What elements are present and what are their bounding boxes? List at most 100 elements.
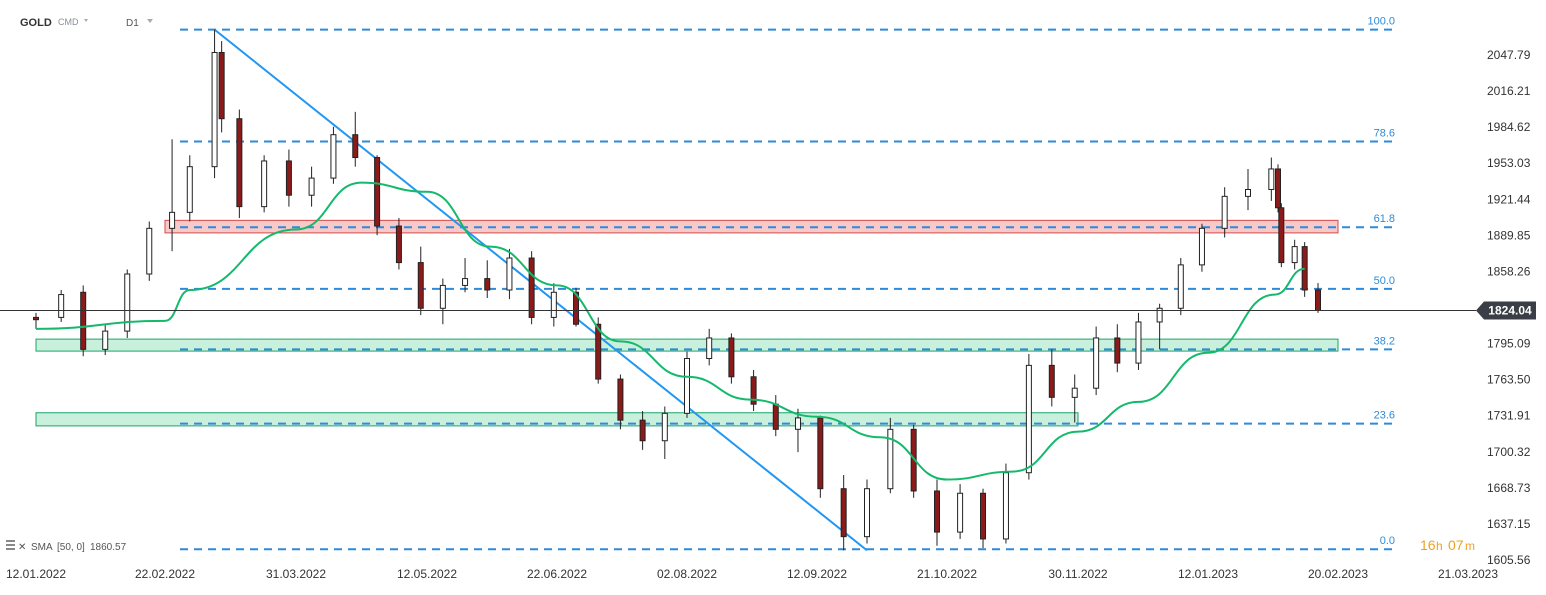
- candle[interactable]: [58, 289, 65, 322]
- candle-body: [308, 177, 315, 196]
- trendline-layer: [213, 28, 868, 552]
- candle[interactable]: [1093, 326, 1100, 396]
- candle[interactable]: [1071, 374, 1078, 423]
- candle-body: [395, 225, 402, 264]
- candle-body: [506, 257, 513, 291]
- candle-body: [1093, 337, 1100, 389]
- candle[interactable]: [33, 312, 39, 329]
- candle[interactable]: [1048, 349, 1055, 407]
- candle[interactable]: [80, 285, 87, 357]
- fib-level-label: 0.0: [1380, 535, 1395, 547]
- candle[interactable]: [887, 417, 894, 494]
- candle[interactable]: [186, 155, 193, 222]
- candle-body: [285, 160, 292, 196]
- candle[interactable]: [374, 155, 381, 236]
- candle[interactable]: [840, 474, 847, 551]
- y-tick-label: 1700.32: [1487, 445, 1531, 459]
- candle-body: [794, 417, 801, 430]
- candle[interactable]: [1278, 203, 1285, 268]
- candle-body: [374, 157, 381, 227]
- candle[interactable]: [661, 406, 668, 460]
- candle[interactable]: [308, 166, 315, 207]
- candle-body: [169, 211, 176, 229]
- indicator-legend: ✕ SMA [50, 0] 1860.57: [6, 540, 127, 553]
- candle[interactable]: [1156, 303, 1163, 350]
- timeframe-label[interactable]: D1: [126, 18, 139, 29]
- close-indicator-icon[interactable]: ✕: [18, 542, 26, 553]
- candle-body: [639, 419, 646, 442]
- candle-body: [750, 376, 757, 405]
- candle-body: [1071, 387, 1078, 398]
- candle[interactable]: [330, 126, 337, 184]
- candle-body: [124, 273, 131, 332]
- candle[interactable]: [550, 283, 557, 327]
- candle[interactable]: [1198, 223, 1205, 272]
- candle[interactable]: [211, 29, 218, 179]
- candle[interactable]: [706, 328, 713, 366]
- candle[interactable]: [684, 351, 690, 418]
- candle-body: [58, 294, 65, 318]
- candle[interactable]: [218, 41, 225, 133]
- candle-body: [102, 330, 109, 350]
- candle-body: [1048, 364, 1055, 398]
- candle[interactable]: [1291, 239, 1298, 270]
- candle[interactable]: [957, 484, 964, 539]
- candle[interactable]: [1275, 164, 1281, 213]
- candle-body: [1278, 207, 1285, 264]
- sma-line[interactable]: [35, 181, 1305, 481]
- candle[interactable]: [1177, 258, 1184, 316]
- candle[interactable]: [1002, 463, 1009, 544]
- candle[interactable]: [528, 251, 535, 325]
- candle[interactable]: [102, 324, 109, 356]
- candle[interactable]: [1268, 157, 1275, 201]
- candle-body: [218, 51, 225, 120]
- candle[interactable]: [1245, 168, 1251, 211]
- candle[interactable]: [1025, 353, 1032, 480]
- candle[interactable]: [146, 221, 153, 281]
- candle[interactable]: [1114, 324, 1121, 373]
- candle[interactable]: [395, 218, 402, 270]
- candle[interactable]: [124, 269, 131, 338]
- candle[interactable]: [506, 248, 513, 300]
- support-zone-2[interactable]: [35, 412, 1079, 427]
- candle[interactable]: [750, 369, 757, 412]
- candle[interactable]: [236, 109, 243, 219]
- candle-body: [211, 51, 218, 168]
- candle[interactable]: [1135, 312, 1142, 370]
- candle[interactable]: [352, 111, 359, 167]
- candle[interactable]: [794, 408, 801, 453]
- x-tick-label: 21.03.2023: [1438, 567, 1498, 581]
- support-zone-1[interactable]: [35, 338, 1339, 352]
- candle[interactable]: [462, 258, 469, 293]
- candle-body: [661, 412, 668, 442]
- candle[interactable]: [817, 415, 824, 498]
- candle[interactable]: [417, 246, 424, 316]
- layers-icon[interactable]: [6, 540, 15, 550]
- x-tick-label: 31.03.2022: [266, 567, 326, 581]
- timeframe-dropdown-icon[interactable]: [147, 19, 153, 23]
- symbol-dropdown-icon[interactable]: [84, 19, 88, 22]
- candle[interactable]: [728, 333, 735, 384]
- candle[interactable]: [934, 479, 940, 546]
- candle[interactable]: [169, 139, 176, 252]
- symbol-label: GOLD: [20, 17, 52, 29]
- y-tick-label: 1763.50: [1487, 373, 1531, 387]
- candle[interactable]: [261, 155, 268, 213]
- candle-body: [330, 134, 337, 179]
- y-tick-label: 1921.44: [1487, 192, 1531, 206]
- candle[interactable]: [439, 278, 446, 325]
- candle-body: [1114, 337, 1121, 364]
- candle-body: [439, 284, 446, 309]
- candle[interactable]: [617, 374, 624, 430]
- y-tick-label: 1889.85: [1487, 228, 1531, 242]
- candle-body: [1221, 195, 1228, 229]
- candle[interactable]: [484, 260, 491, 298]
- candle[interactable]: [639, 411, 646, 450]
- candle-body: [261, 160, 268, 208]
- candle[interactable]: [285, 149, 292, 207]
- candle[interactable]: [980, 488, 987, 549]
- candle[interactable]: [1221, 187, 1228, 238]
- downtrend-line[interactable]: [213, 28, 868, 552]
- candle[interactable]: [864, 479, 870, 544]
